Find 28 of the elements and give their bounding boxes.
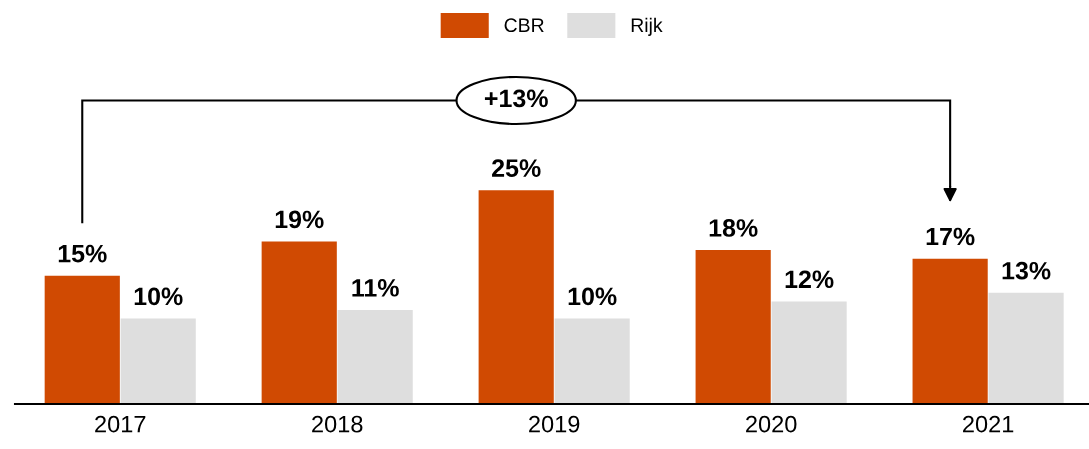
bar xyxy=(912,258,988,404)
data-label: 10% xyxy=(134,287,183,306)
data-label: 15% xyxy=(58,244,107,263)
bar xyxy=(120,318,196,404)
x-tick-label: 2019 xyxy=(529,415,580,433)
data-label: 10% xyxy=(568,287,617,306)
bar xyxy=(44,275,120,404)
bar xyxy=(988,292,1064,404)
x-tick-label: 2021 xyxy=(963,415,1014,433)
data-label: 18% xyxy=(709,219,758,237)
bar xyxy=(337,309,413,404)
text: +13% xyxy=(484,89,548,108)
data-label: 12% xyxy=(785,270,834,289)
data-label: 11% xyxy=(352,279,399,297)
legend-label: Rijk xyxy=(631,17,663,36)
bar xyxy=(695,250,771,404)
bar xyxy=(261,241,337,404)
x-tick-label: 2017 xyxy=(95,415,146,433)
bar xyxy=(554,318,630,404)
x-tick-label: 2018 xyxy=(312,415,363,433)
legend-label: CBR xyxy=(504,18,544,33)
data-label: 19% xyxy=(275,210,324,229)
bar xyxy=(478,190,554,404)
data-label: 25% xyxy=(492,159,541,177)
bar xyxy=(771,301,847,404)
data-label: 17% xyxy=(926,227,975,246)
data-label: 13% xyxy=(1002,261,1051,280)
x-tick-label: 2020 xyxy=(746,415,797,433)
